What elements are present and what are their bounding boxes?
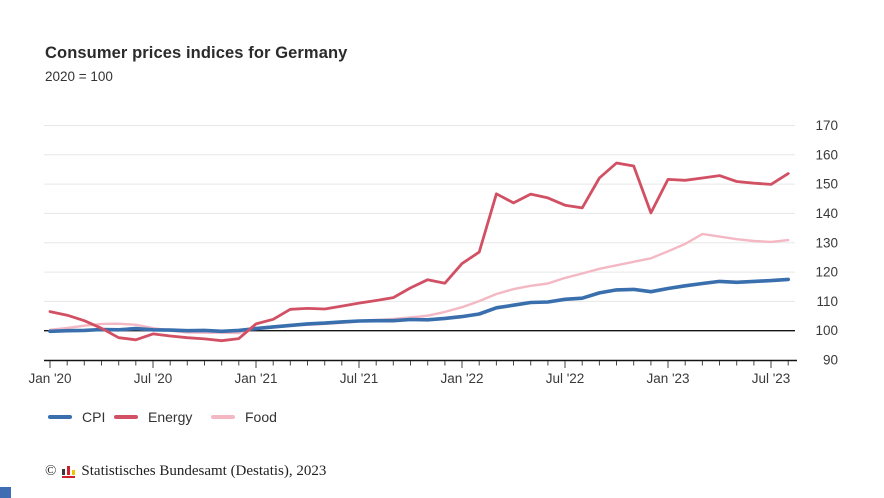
series-line-energy — [48, 161, 790, 343]
y-axis-label: 130 — [815, 235, 838, 250]
y-axis-label: 110 — [816, 294, 838, 309]
legend-label-food: Food — [245, 409, 277, 425]
chart-subtitle: 2020 = 100 — [45, 69, 113, 84]
legend-swatch-energy — [114, 415, 138, 419]
y-axis-label: 120 — [815, 265, 838, 280]
x-axis-label: Jul '21 — [340, 371, 379, 386]
source-note: © Statistisches Bundesamt (Destatis), 20… — [45, 463, 326, 480]
copyright-symbol: © — [45, 463, 57, 479]
y-axis-label: 150 — [815, 177, 838, 192]
x-axis-label: Jan '23 — [646, 371, 689, 386]
chart-title: Consumer prices indices for Germany — [45, 44, 348, 62]
legend-label-energy: Energy — [148, 409, 193, 425]
x-axis-label: Jul '22 — [546, 371, 585, 386]
destatis-logo-icon — [61, 465, 76, 478]
series-line-cpi — [48, 277, 791, 334]
x-axis-label: Jul '20 — [134, 371, 173, 386]
y-axis-label: 170 — [815, 118, 838, 133]
x-axis-label: Jan '21 — [234, 371, 277, 386]
x-axis-label: Jul '23 — [752, 371, 791, 386]
x-axis-label: Jan '22 — [440, 371, 483, 386]
legend-swatch-cpi — [48, 415, 72, 419]
y-axis-label: 140 — [815, 206, 838, 221]
legend-item-food: Food — [211, 407, 277, 427]
x-axis-label: Jan '20 — [28, 371, 71, 386]
legend-item-cpi: CPI — [48, 407, 105, 427]
source-text: Statistisches Bundesamt (Destatis), 2023 — [81, 463, 327, 479]
legend-item-energy: Energy — [114, 407, 192, 427]
legend-label-cpi: CPI — [82, 409, 106, 425]
y-axis-label: 100 — [815, 323, 838, 338]
corner-accent — [0, 487, 11, 498]
legend-swatch-food — [211, 415, 235, 419]
y-axis-label: 160 — [815, 147, 838, 162]
legend: CPI Energy Food — [0, 407, 884, 427]
y-axis-label: 90 — [823, 353, 838, 368]
